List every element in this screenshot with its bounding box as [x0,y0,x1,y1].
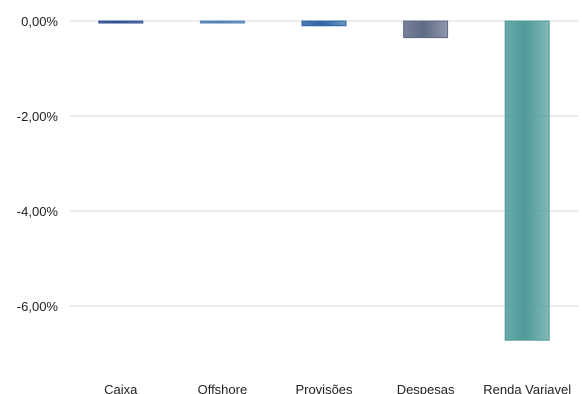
x-category-label: Despesas [397,382,455,394]
y-tick-label: 0,00% [21,14,58,29]
x-axis-labels: Caixa Offshore Provisões Despesas Renda Vari… [104,382,571,394]
bar-offshore [199,20,245,24]
y-axis-ticks: 0,00% -2,00% -4,00% -6,00% [17,14,59,314]
y-tick-label: -4,00% [17,204,59,219]
bar-provisões [301,20,347,27]
bars [98,20,550,341]
y-tick-label: -2,00% [17,109,59,124]
bar-caixa [98,20,144,24]
x-category-label: Caixa [104,382,138,394]
x-category-label: Renda Variavel [483,382,571,394]
grid-layer [70,20,578,307]
bar-despesas [403,20,449,39]
y-tick-label: -6,00% [17,299,59,314]
bar-renda-variavel [504,20,550,341]
x-category-label: Offshore [198,382,248,394]
x-category-label: Provisões [295,382,353,394]
